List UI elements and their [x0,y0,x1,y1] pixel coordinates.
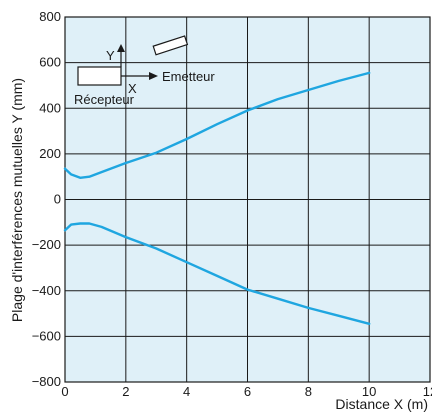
y-tick-labels: 800 600 400 200 0 −200 −400 −600 −800 [32,9,61,389]
x-tick-label: 8 [305,384,312,399]
y-axis-title: Plage d'interférences mutuelles Y (mm) [9,78,25,322]
inset-y-label: Y [106,48,115,63]
y-tick-label: 200 [39,146,61,161]
inset-x-arrow-icon [149,72,158,80]
y-tick-label: −800 [32,374,61,389]
y-tick-label: 600 [39,55,61,70]
inset-x-label: X [128,81,137,96]
x-axis-title: Distance X (m) [335,396,428,412]
y-tick-label: −600 [32,328,61,343]
emitter-shape [152,35,189,56]
x-tick-label: 10 [362,384,376,399]
series-lines [63,71,371,325]
y-tick-label: −200 [32,237,61,252]
y-tick-label: −400 [32,283,61,298]
y-tick-label: 400 [39,100,61,115]
x-tick-label: 0 [61,384,68,399]
x-tick-labels: 0 2 4 6 8 10 12 [61,384,432,399]
x-tick-label: 4 [183,384,190,399]
series-line-2 [63,222,371,325]
y-tick-label: 800 [39,9,61,24]
receiver-shape [77,66,122,86]
emitter-label: Emetteur [162,69,215,84]
inset-y-arrow-icon [117,44,125,52]
x-tick-label: 2 [122,384,129,399]
y-tick-label: 0 [54,192,61,207]
x-tick-label: 6 [244,384,251,399]
inset-diagram: Y X Emetteur Récepteur [74,35,215,107]
series-line-1 [63,71,371,179]
receiver-label: Récepteur [74,92,135,107]
x-tick-label: 12 [423,384,432,399]
grid [65,17,430,382]
